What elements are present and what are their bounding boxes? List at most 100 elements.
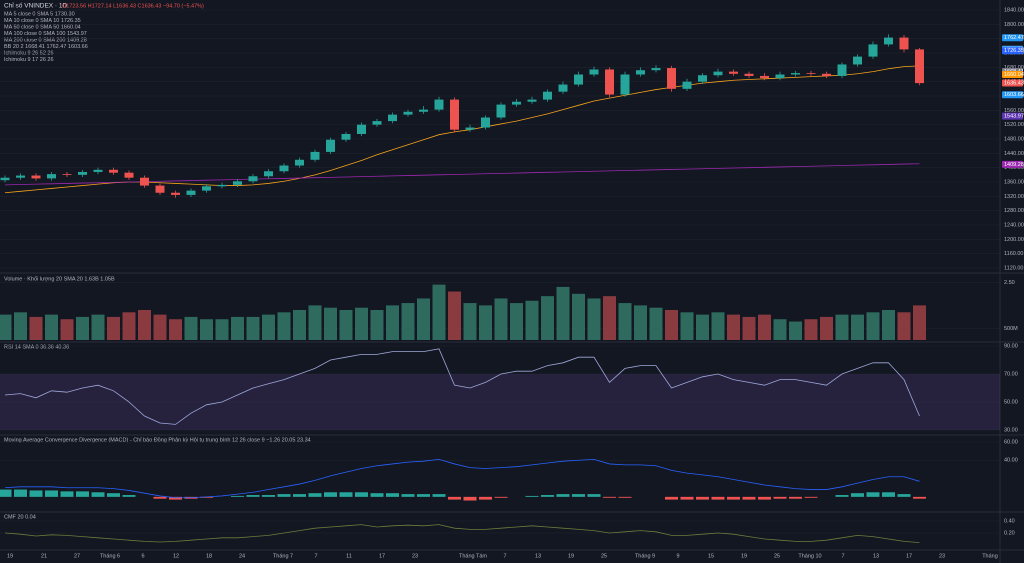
volume-bar [789, 321, 802, 340]
volume-bar [603, 296, 616, 340]
macd-histogram-bar [773, 496, 787, 499]
candle-body [0, 177, 10, 181]
y-tick-label: 1320.00 [1004, 194, 1024, 200]
candle-body [822, 73, 831, 76]
candle-body [155, 185, 165, 193]
volume-bar [711, 312, 725, 340]
macd-histogram-bar [525, 495, 539, 497]
x-tick-label: 17 [379, 553, 385, 559]
x-tick-label: 15 [708, 553, 714, 559]
y-tick-label: 1240.00 [1004, 222, 1024, 228]
candle-body [171, 192, 180, 195]
macd-histogram-bar [76, 491, 89, 497]
x-tick-label: 19 [741, 553, 747, 559]
candle-body [620, 74, 630, 95]
macd-histogram-bar [758, 496, 771, 500]
candle-body [357, 124, 366, 134]
macd-histogram-bar [866, 492, 880, 497]
macd-histogram-bar [913, 496, 926, 499]
macd-histogram-bar [556, 494, 570, 497]
price-tag-label: 1636.43 [1004, 80, 1024, 86]
volume-bar [200, 319, 213, 340]
macd-histogram-bar [324, 492, 337, 497]
indicator-legend: Ichimoku 9 26 52 26 [4, 50, 54, 56]
macd-histogram-bar [463, 496, 477, 501]
y-tick-label: 500M [1004, 326, 1018, 332]
volume-bar [758, 314, 771, 340]
candle-body [465, 127, 475, 130]
symbol-title: Chỉ số VNINDEX · 1D [4, 1, 68, 10]
macd-histogram-bar [665, 496, 678, 500]
y-tick-label: 1840.00 [1004, 7, 1024, 13]
candle-body [915, 49, 924, 84]
x-tick-label: 13 [535, 553, 541, 559]
candle-body [698, 75, 707, 82]
price-tag-label: 1543.97 [1004, 114, 1024, 120]
volume-bar [541, 296, 554, 340]
candle-body [450, 99, 459, 130]
indicator-legend: MA 50 close 0 SMA 50 1660.04 [4, 24, 81, 30]
y-tick-label: 50.00 [1004, 399, 1018, 405]
candle-body [372, 121, 382, 125]
macd-histogram-bar [835, 495, 849, 497]
volume-bar [913, 305, 926, 340]
y-tick-label: 1680.00 [1004, 65, 1024, 71]
volume-bar [432, 284, 446, 340]
volume-bar [851, 314, 864, 340]
y-tick-label: 1280.00 [1004, 208, 1024, 214]
macd-histogram-bar [727, 496, 740, 500]
macd-histogram-bar [91, 492, 105, 497]
volume-bar [324, 307, 337, 340]
volume-bar [649, 307, 663, 340]
macd-line [4, 458, 920, 499]
moving-average [4, 163, 920, 186]
macd-histogram-bar [200, 496, 213, 498]
volume-bar [448, 291, 461, 340]
x-tick-label: 19 [7, 553, 13, 559]
volume-bar [277, 312, 291, 340]
volume-bar [572, 293, 585, 340]
volume-bar [14, 312, 27, 340]
candle-body [109, 169, 118, 173]
x-tick-label: 18 [206, 553, 212, 559]
price-tag [1002, 47, 1023, 55]
candle-body [310, 151, 320, 160]
volume-bar [386, 305, 399, 340]
candle-body [667, 68, 676, 89]
volume-bar [866, 312, 880, 340]
x-tick-label: Tháng [982, 553, 998, 559]
x-tick-label: 21 [41, 553, 47, 559]
macd-histogram-bar [355, 492, 368, 497]
volume-bar [293, 310, 306, 340]
volume-bar [45, 314, 58, 340]
price-tag-label: 1762.47 [1004, 35, 1024, 41]
y-tick-label: 0.40 [1004, 518, 1015, 524]
candle-body [775, 74, 785, 79]
indicator-legend: MA 200 close 0 SMA 200 1409.28 [4, 37, 87, 43]
volume-bar [91, 314, 105, 340]
macd-histogram-bar [169, 496, 182, 500]
macd-histogram-bar [417, 494, 430, 497]
y-tick-label: 1440.00 [1004, 151, 1024, 157]
x-tick-label: 25 [774, 553, 780, 559]
macd-histogram-bar [882, 492, 895, 497]
volume-bar [138, 310, 151, 340]
candle-body [279, 165, 289, 172]
volume-bar [727, 314, 740, 340]
candle-body [481, 117, 490, 128]
candle-body [388, 114, 397, 122]
volume-bar [696, 314, 709, 340]
volume-bar [215, 319, 229, 340]
macd-histogram-bar [789, 496, 802, 499]
y-tick-label: 40.00 [1004, 458, 1018, 464]
volume-bar [618, 303, 632, 340]
moving-average [4, 65, 920, 194]
candle-body [837, 64, 847, 76]
x-tick-label: 9 [676, 553, 679, 559]
macd-histogram-bar [711, 496, 725, 500]
candle-body [124, 172, 134, 178]
y-tick-label: 60.00 [1004, 439, 1018, 445]
macd-histogram-bar [432, 494, 446, 497]
volume-bar [882, 310, 895, 340]
